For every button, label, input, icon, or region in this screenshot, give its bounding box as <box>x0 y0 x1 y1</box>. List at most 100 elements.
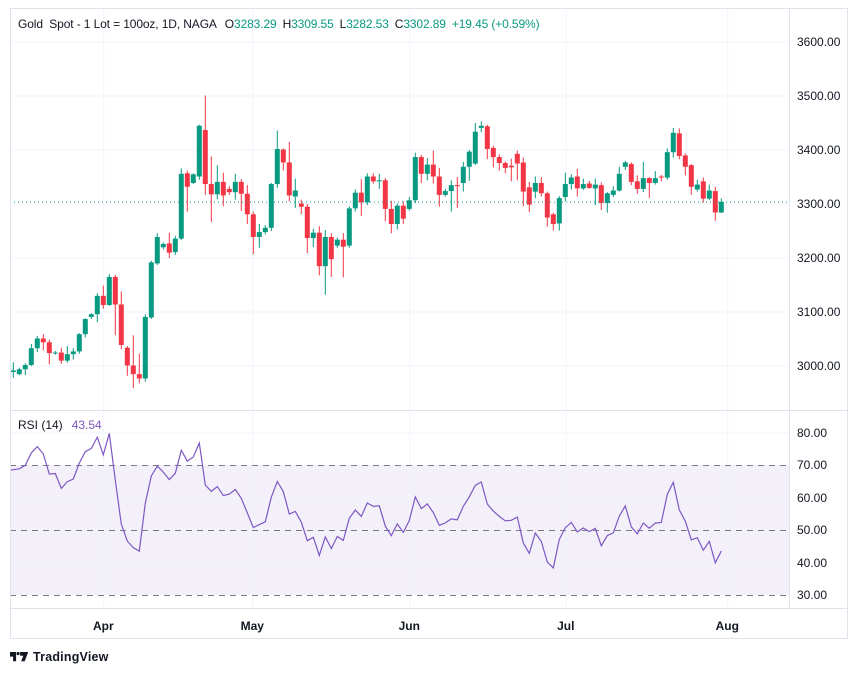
candle-body <box>406 200 412 209</box>
candle-body <box>76 334 82 352</box>
price-axis-label: 3000.00 <box>797 358 841 373</box>
candle-body <box>286 162 292 196</box>
candle-body <box>94 295 100 315</box>
candle-body <box>646 178 652 183</box>
candle-body <box>388 208 394 225</box>
rsi-title[interactable]: RSI (14) <box>18 418 63 432</box>
candle-body <box>256 232 262 237</box>
candle-body <box>280 149 286 163</box>
ohlc-high: H3309.55 <box>282 17 334 31</box>
candle-wick <box>114 274 116 336</box>
candle-wick <box>456 177 458 208</box>
symbol-title[interactable]: Gold Spot - 1 Lot = 100oz, 1D, NAGA <box>18 17 217 31</box>
candle-body <box>442 191 448 195</box>
candle-body <box>124 347 130 366</box>
candle-body <box>598 185 604 203</box>
candle-body <box>370 176 376 182</box>
time-axis-label: May <box>240 619 264 633</box>
candle-body <box>676 133 682 156</box>
candle-body <box>304 206 310 239</box>
candle-wick <box>642 161 644 193</box>
candle-body <box>136 374 142 379</box>
candle-body <box>682 155 688 167</box>
candle-body <box>688 165 694 187</box>
candle-body <box>628 164 634 182</box>
candle-body <box>718 201 724 213</box>
candle-wick <box>450 180 452 212</box>
candle-body <box>502 163 508 168</box>
candle-body <box>226 188 232 193</box>
candle-body <box>526 187 532 205</box>
candle-body <box>184 173 190 187</box>
rsi-axis-label: 30.00 <box>797 588 828 602</box>
candle-body <box>514 153 520 164</box>
candle-body <box>154 236 160 264</box>
price-axis-label: 3400.00 <box>797 142 841 157</box>
candle-body <box>292 190 298 197</box>
candle-body <box>508 165 514 168</box>
candle-body <box>22 364 28 370</box>
candle-wick <box>660 174 662 182</box>
candle-body <box>448 185 454 192</box>
candle-body <box>58 352 64 361</box>
tradingview-logo-icon <box>10 652 29 662</box>
rsi-axis-label: 60.00 <box>797 490 828 505</box>
candle-body <box>52 352 58 354</box>
price-axis-label: 3100.00 <box>797 304 841 319</box>
candle-body <box>358 192 364 203</box>
ohlc-open: O3283.29 <box>224 17 277 31</box>
candle-body <box>220 181 226 196</box>
candle-body <box>592 184 598 189</box>
candle-body <box>364 176 370 203</box>
symbol-legend: Gold Spot - 1 Lot = 100oz, 1D, NAGA O3283… <box>18 17 540 31</box>
rsi-axis-label: 50.00 <box>797 523 828 537</box>
candle-body <box>496 157 502 163</box>
candle-body <box>352 192 358 209</box>
candle-body <box>556 198 562 224</box>
price-axis-label: 3300.00 <box>797 196 841 211</box>
time-axis-label: Jun <box>398 619 420 633</box>
candle-body <box>274 148 280 185</box>
candle-body <box>160 244 166 248</box>
candle-body <box>16 369 22 375</box>
candle-body <box>622 162 628 167</box>
rsi-line <box>10 433 722 570</box>
candle-body <box>232 181 238 193</box>
candle-body <box>568 177 574 185</box>
candle-wick <box>342 233 344 278</box>
tradingview-logo[interactable]: TradingView <box>10 651 109 663</box>
price-axis-label: 3500.00 <box>797 88 841 103</box>
candle-wick <box>12 362 14 378</box>
candle-body <box>652 178 658 183</box>
candle-body <box>172 238 178 253</box>
candle-body <box>604 193 610 203</box>
candle-body <box>412 157 418 201</box>
candle-body <box>322 236 328 267</box>
candle-body <box>34 338 40 349</box>
candle-body <box>148 262 154 318</box>
candle-body <box>574 176 580 189</box>
candle-body <box>700 181 706 199</box>
candle-body <box>400 205 406 219</box>
candle-body <box>88 314 94 317</box>
candle-wick <box>516 150 518 181</box>
candle-body <box>178 173 184 239</box>
candle-body <box>142 316 148 379</box>
candle-body <box>316 232 322 267</box>
price-axis-label: 3600.00 <box>797 34 841 49</box>
candle-body <box>460 166 466 183</box>
candle-body <box>244 193 250 215</box>
candle-body <box>196 125 202 177</box>
candle-body <box>436 176 442 195</box>
candle-body <box>118 304 124 345</box>
candle-body <box>334 239 340 246</box>
candle-body <box>112 276 118 305</box>
candle-body <box>616 173 622 191</box>
price-change: +19.45 (+0.59%) <box>451 17 540 31</box>
candle-body <box>550 214 556 225</box>
time-axis-label: Jul <box>557 619 575 633</box>
candle-body <box>562 184 568 198</box>
rsi-axis-label: 40.00 <box>797 555 828 570</box>
